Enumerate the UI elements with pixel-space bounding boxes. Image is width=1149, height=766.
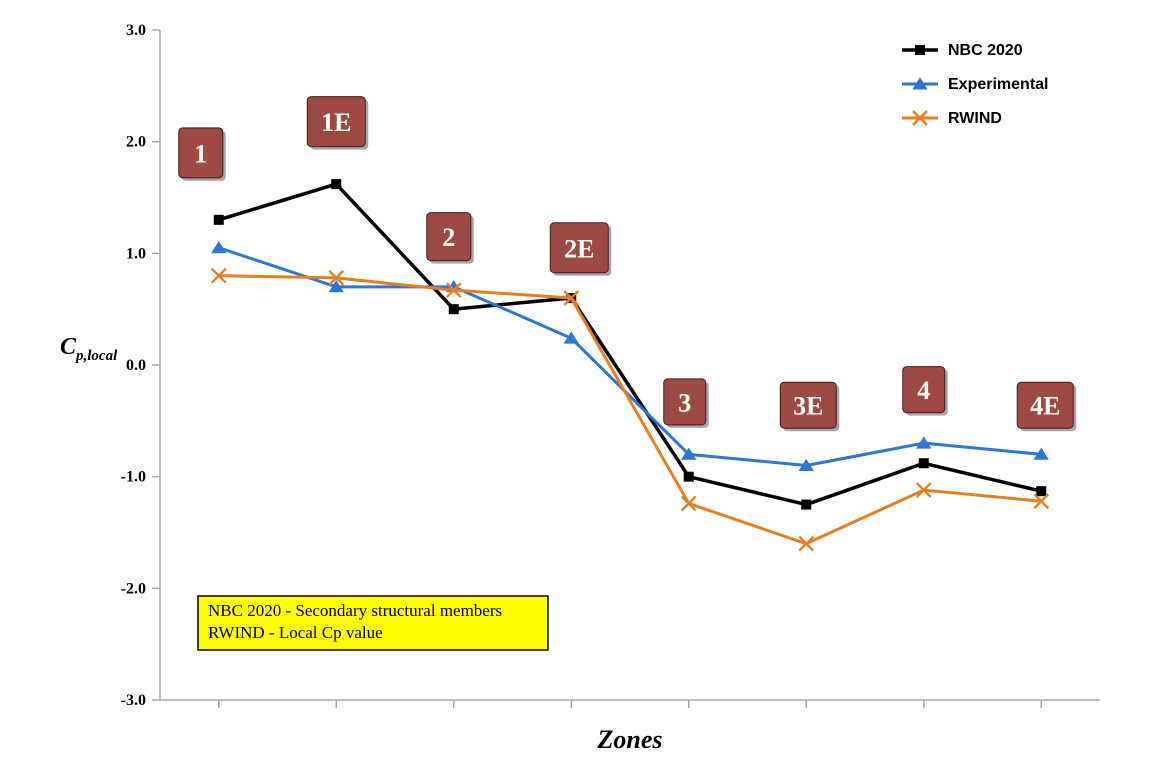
zone-badge-4: 4 xyxy=(903,367,948,416)
y-tick-label: -1.0 xyxy=(121,469,146,486)
zone-badge-4E: 4E xyxy=(1017,382,1076,431)
y-tick-label: 0.0 xyxy=(126,357,146,374)
y-tick-label: 3.0 xyxy=(126,22,146,39)
zone-badge-label: 2 xyxy=(442,223,455,252)
y-tick-label: 2.0 xyxy=(126,134,146,151)
zone-badge-label: 4 xyxy=(917,376,930,405)
note-line: RWIND - Local Cp value xyxy=(208,623,383,642)
zone-badge-label: 1 xyxy=(194,139,207,168)
y-tick-label: -3.0 xyxy=(121,692,146,709)
legend-label: RWIND xyxy=(948,110,1002,127)
zone-badge-label: 2E xyxy=(564,234,594,263)
legend-label: Experimental xyxy=(948,76,1048,93)
note-line: NBC 2020 - Secondary structural members xyxy=(208,601,502,620)
zone-badge-3: 3 xyxy=(664,379,709,428)
zone-badge-label: 3E xyxy=(793,392,823,421)
zone-badge-2: 2 xyxy=(427,213,474,264)
x-axis-title: Zones xyxy=(597,725,663,754)
zone-badge-1: 1 xyxy=(179,128,226,181)
zone-badge-label: 1E xyxy=(321,108,351,137)
zone-badge-2E: 2E xyxy=(550,223,611,276)
y-tick-label: -2.0 xyxy=(121,580,146,597)
legend-label: NBC 2020 xyxy=(948,42,1023,59)
y-tick-label: 1.0 xyxy=(126,245,146,262)
chart-wrapper: -3.0-2.0-1.00.01.02.03.0Cp,localZones11E… xyxy=(0,0,1149,766)
chart-svg: -3.0-2.0-1.00.01.02.03.0Cp,localZones11E… xyxy=(0,0,1149,766)
zone-badge-3E: 3E xyxy=(780,382,839,431)
zone-badge-label: 4E xyxy=(1030,392,1060,421)
zone-badge-label: 3 xyxy=(678,388,691,417)
zone-badge-1E: 1E xyxy=(307,97,368,150)
